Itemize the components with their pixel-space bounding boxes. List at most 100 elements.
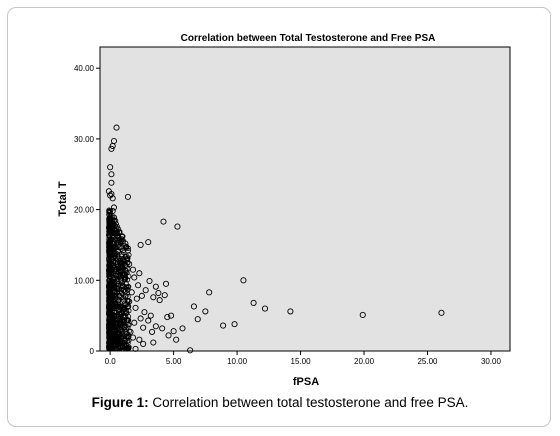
data-point [135, 282, 142, 289]
cluster-point [124, 284, 130, 290]
data-point [127, 328, 134, 335]
data-point [164, 314, 171, 321]
cluster-point [106, 227, 112, 233]
x-tick-label: 30.00 [481, 357, 502, 366]
x-tick-label: 10.00 [227, 357, 248, 366]
cluster-point [126, 328, 132, 334]
data-point [359, 311, 366, 318]
data-point [194, 316, 201, 323]
caption-label: Figure 1: [91, 395, 149, 410]
cluster-point [106, 282, 112, 288]
data-point [152, 283, 159, 290]
data-point [287, 308, 294, 315]
cluster-point [113, 221, 119, 227]
data-point [133, 295, 140, 302]
data-point [108, 191, 115, 198]
cluster-point [114, 339, 120, 346]
cluster-point [106, 324, 112, 330]
cluster-point [114, 343, 120, 349]
data-point [132, 304, 139, 311]
data-point [107, 164, 114, 171]
data-point [109, 207, 116, 215]
data-point [250, 299, 257, 306]
data-point [147, 312, 154, 319]
data-point [261, 305, 269, 312]
cluster-point [117, 314, 124, 320]
cluster-point [106, 212, 112, 218]
cluster-point [126, 322, 132, 328]
cluster-point [106, 340, 112, 347]
x-axis-title: fPSA [293, 376, 319, 388]
cluster-point [106, 250, 113, 257]
scatter-chart: Correlation between Total Testosterone a… [57, 33, 511, 388]
data-point [142, 287, 149, 294]
caption-text: Correlation between total testosterone a… [148, 395, 469, 410]
data-point [124, 193, 131, 200]
cluster-point [120, 312, 126, 319]
data-point [148, 328, 156, 335]
cluster-point [125, 325, 131, 331]
cluster-point [106, 208, 112, 214]
data-point [150, 294, 157, 301]
cluster-point [106, 343, 112, 350]
y-tick-label: 0 [90, 347, 95, 356]
data-point [174, 223, 181, 230]
cluster-point [119, 280, 125, 286]
y-tick-label: 30.00 [74, 135, 95, 144]
x-tick-label: 0.0 [105, 357, 117, 366]
cluster-point [106, 232, 112, 238]
data-point [124, 247, 131, 254]
data-point [438, 309, 445, 316]
cluster-point [120, 319, 127, 325]
cluster-point [106, 244, 112, 250]
data-point [140, 340, 147, 347]
cluster-point [106, 336, 112, 343]
x-axis: 0.0 5.00 10.00 15.00 20.00 25.00 30.00 [105, 351, 502, 366]
cluster-point [106, 346, 112, 352]
x-tick-label: 20.00 [354, 357, 375, 366]
data-point [138, 292, 145, 299]
data-point [131, 319, 138, 326]
cluster-point [106, 292, 112, 298]
y-tick-label: 20.00 [74, 206, 95, 215]
cluster-point [125, 345, 132, 352]
chart-title: Correlation between Total Testosterone a… [181, 33, 436, 44]
data-point [114, 232, 121, 239]
data-point [168, 312, 175, 319]
cluster-point [107, 253, 113, 260]
data-point [190, 303, 197, 310]
data-point [108, 145, 115, 152]
data-point [129, 266, 137, 273]
cluster-point [125, 273, 132, 279]
cluster-point [123, 293, 129, 299]
data-point [113, 124, 120, 131]
cluster-point [117, 320, 124, 327]
data-point [179, 325, 186, 332]
data-point [140, 324, 147, 331]
cluster-point [115, 297, 122, 303]
cluster-point [106, 260, 113, 267]
y-tick-label: 40.00 [74, 64, 95, 73]
cluster-point [124, 309, 130, 316]
cluster-point [119, 270, 125, 277]
cluster-point [107, 239, 114, 245]
data-point [121, 341, 128, 348]
y-axis: 0 10.00 20.00 30.00 40.00 [74, 64, 100, 356]
data-point [126, 298, 133, 305]
data-point [137, 241, 144, 249]
data-point [118, 236, 125, 243]
data-points [105, 124, 445, 354]
data-point [136, 270, 143, 277]
cluster-point [113, 272, 119, 279]
data-point [137, 315, 144, 322]
data-point [119, 282, 126, 290]
data-point [152, 323, 159, 330]
data-point [220, 322, 227, 329]
cluster-point [109, 300, 115, 307]
data-point [136, 336, 143, 343]
cluster-point [116, 302, 122, 308]
y-axis-title: Total T [57, 181, 69, 217]
cluster-point [117, 334, 123, 341]
data-point [165, 332, 172, 339]
cluster-point [111, 292, 117, 298]
